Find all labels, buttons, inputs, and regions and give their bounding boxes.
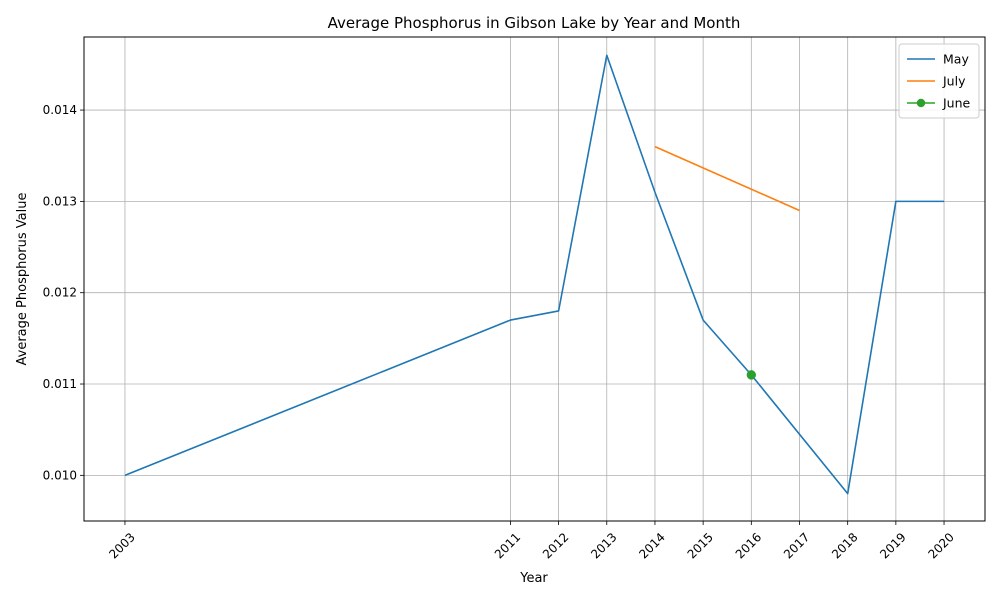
series-june (746, 370, 757, 380)
data-point-june (746, 370, 757, 380)
series-line-may (124, 54, 945, 495)
plot-frame (83, 36, 986, 522)
series-line-july (654, 145, 800, 212)
y-tick-label: 0.013 (43, 194, 77, 208)
y-tick-label: 0.010 (43, 468, 77, 482)
y-tick-label: 0.012 (43, 286, 77, 300)
y-tick-label: 0.011 (43, 377, 77, 391)
y-axis: 0.010 0.011 0.012 0.013 0.014 (43, 103, 84, 482)
series-layer (124, 54, 945, 495)
legend-label-july: July (942, 74, 966, 89)
legend-label-may: May (943, 52, 969, 67)
legend-label-june: June (942, 96, 971, 111)
y-tick-label: 0.014 (43, 103, 77, 117)
x-axis-label: Year (519, 571, 548, 586)
chart-title: Average Phosphorus in Gibson Lake by Yea… (328, 14, 741, 32)
series-july (654, 145, 800, 212)
legend-marker-june (916, 98, 926, 108)
series-may (124, 54, 945, 495)
legend: May July June (898, 43, 980, 119)
y-axis-label: Average Phosphorus Value (15, 193, 30, 366)
